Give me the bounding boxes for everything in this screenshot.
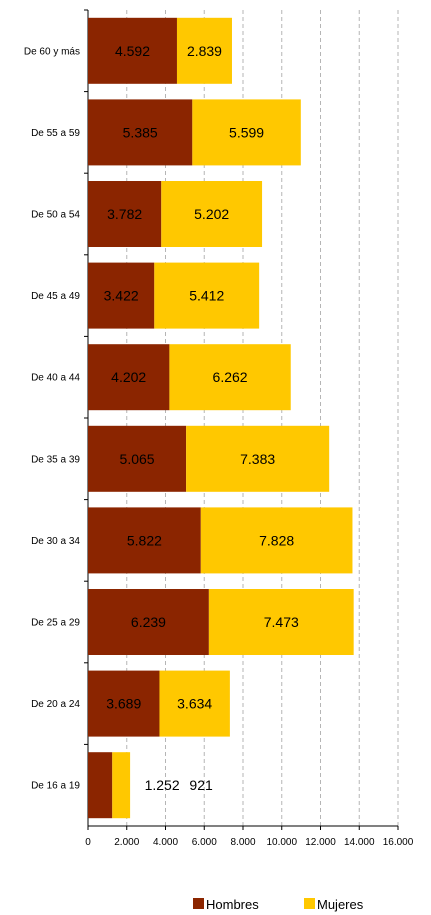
bars [88, 17, 354, 819]
category-label: De 35 a 39 [31, 454, 80, 465]
legend-label-hombres: Hombres [206, 897, 259, 912]
data-label-mujeres-7: 7.473 [264, 614, 299, 630]
legend-swatch-hombres [193, 898, 204, 909]
bar-mujeres-1 [192, 99, 301, 166]
x-tick-label: 6.000 [192, 837, 217, 848]
category-label: De 55 a 59 [31, 128, 80, 139]
legend: Hombres Mujeres [193, 897, 364, 912]
bar-mujeres-4 [169, 344, 291, 411]
data-label-hombres-4: 4.202 [111, 369, 146, 385]
category-label: De 16 a 19 [31, 781, 80, 792]
data-label-hombres-6: 5.822 [127, 532, 162, 548]
data-label-mujeres-2: 5.202 [194, 206, 229, 222]
bar-mujeres-2 [161, 181, 263, 247]
data-label-hombres-7: 6.239 [131, 614, 166, 630]
bar-mujeres-0 [176, 17, 232, 84]
bar-mujeres-8 [159, 670, 230, 737]
bar-hombres-7 [88, 589, 209, 655]
bar-mujeres-6 [200, 507, 353, 574]
legend-swatch-mujeres [304, 898, 315, 909]
category-label: De 45 a 49 [31, 291, 80, 302]
data-label-hombres-8: 3.689 [106, 696, 141, 712]
x-tick-label: 12.000 [305, 837, 336, 848]
data-labels: 4.592 2.839 5.385 5.599 3.782 5.202 3.422 5.412… [104, 43, 299, 793]
data-label-mujeres-4: 6.262 [213, 369, 248, 385]
bar-mujeres-9 [112, 752, 131, 819]
data-label-mujeres-3: 5.412 [189, 288, 224, 304]
x-tick-label: 4.000 [153, 837, 178, 848]
data-label-hombres-9: 1.252 [145, 777, 180, 793]
category-label: De 60 y más [24, 46, 80, 57]
bar-hombres-9 [88, 752, 113, 819]
bar-hombres-6 [88, 507, 201, 574]
data-label-hombres-5: 5.065 [120, 451, 155, 467]
x-tick-label: 0 [85, 837, 91, 848]
bar-hombres-5 [88, 425, 187, 492]
data-label-mujeres-1: 5.599 [229, 124, 264, 140]
bar-hombres-8 [88, 670, 160, 737]
bar-hombres-3 [88, 262, 155, 329]
x-tick-label: 10.000 [266, 837, 297, 848]
bar-hombres-4 [88, 344, 170, 411]
data-label-mujeres-5: 7.383 [240, 451, 275, 467]
category-label: De 40 a 44 [31, 373, 80, 384]
x-tick-label: 16.000 [383, 837, 414, 848]
data-label-mujeres-8: 3.634 [177, 696, 212, 712]
bar-hombres-2 [88, 181, 162, 247]
bar-mujeres-7 [208, 589, 354, 655]
category-label: De 20 a 24 [31, 699, 80, 710]
data-label-hombres-2: 3.782 [107, 206, 142, 222]
data-label-hombres-3: 3.422 [104, 288, 139, 304]
data-label-mujeres-9: 921 [189, 777, 213, 793]
category-label: De 30 a 34 [31, 536, 80, 547]
x-tick-label: 14.000 [344, 837, 375, 848]
bar-hombres-0 [88, 17, 177, 84]
x-tick-label: 2.000 [114, 837, 139, 848]
bar-mujeres-3 [154, 262, 260, 329]
bar-mujeres-5 [186, 425, 330, 492]
data-label-mujeres-0: 2.839 [187, 43, 222, 59]
category-label: De 25 a 29 [31, 618, 80, 629]
legend-label-mujeres: Mujeres [317, 897, 364, 912]
x-tick-label: 8.000 [230, 837, 255, 848]
bar-hombres-1 [88, 99, 193, 166]
data-label-mujeres-6: 7.828 [259, 532, 294, 548]
data-label-hombres-1: 5.385 [123, 124, 158, 140]
category-label: De 50 a 54 [31, 210, 80, 221]
data-label-hombres-0: 4.592 [115, 43, 150, 59]
